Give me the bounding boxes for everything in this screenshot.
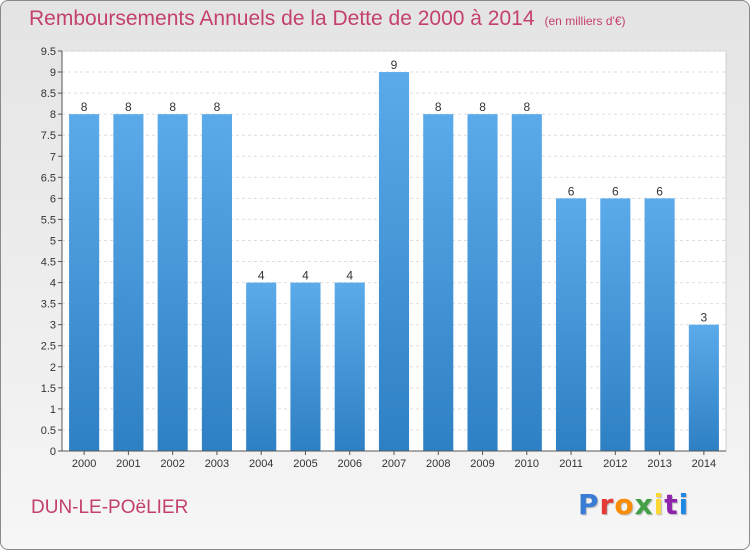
bar-2012 <box>600 198 631 451</box>
y-tick-label: 1.5 <box>41 383 56 395</box>
x-tick-label-2007: 2007 <box>382 458 406 470</box>
data-label-2002: 8 <box>169 100 176 114</box>
bar-2014 <box>688 324 719 451</box>
x-tick-label-2011: 2011 <box>559 458 583 470</box>
logo-letter: t <box>664 488 679 521</box>
data-label-2003: 8 <box>214 100 221 114</box>
x-tick-label-2002: 2002 <box>160 458 184 470</box>
bar-2005 <box>290 282 321 451</box>
x-tick-label-2004: 2004 <box>249 458 273 470</box>
bar-2002 <box>157 114 188 451</box>
chart-title: Remboursements Annuels de la Dette de 20… <box>29 7 626 31</box>
logo-letter: i <box>678 488 690 521</box>
data-label-2014: 3 <box>701 311 708 325</box>
data-label-2012: 6 <box>612 184 619 198</box>
x-tick-label-2005: 2005 <box>293 458 317 470</box>
bars: 8 8 8 8 4 4 4 9 8 8 8 6 6 6 3 <box>69 58 719 451</box>
data-label-2005: 4 <box>302 269 309 283</box>
data-label-2001: 8 <box>125 100 132 114</box>
logo-letter: i <box>653 488 665 521</box>
x-axis: 2000 2001 2002 2003 2004 2005 2006 2007 2008 2009… <box>72 451 716 470</box>
x-tick-label-2001: 2001 <box>116 458 140 470</box>
x-tick-label-2009: 2009 <box>470 458 494 470</box>
y-tick-label: 5.5 <box>41 214 56 226</box>
logo-letter: x <box>634 488 654 521</box>
y-tick-label: 9.5 <box>41 46 56 58</box>
y-tick-label: 6.5 <box>41 172 56 184</box>
logo-letter: P <box>578 488 600 521</box>
chart-title-text: Remboursements Annuels de la Dette de 20… <box>29 7 535 30</box>
bar-2001 <box>113 114 144 451</box>
bar-2009 <box>467 114 498 451</box>
bar-2010 <box>511 114 542 451</box>
commune-name: DUN-LE-POëLIER <box>31 497 189 518</box>
y-tick-label: 3.5 <box>41 299 56 311</box>
data-label-2004: 4 <box>258 269 265 283</box>
y-tick-label: 0.5 <box>41 425 56 437</box>
x-tick-label-2013: 2013 <box>647 458 671 470</box>
x-tick-label-2008: 2008 <box>426 458 450 470</box>
data-label-2009: 8 <box>479 100 486 114</box>
y-tick-label: 1 <box>50 404 56 416</box>
x-tick-label-2000: 2000 <box>72 458 96 470</box>
bar-2003 <box>201 114 232 451</box>
y-tick-label: 3 <box>50 320 56 332</box>
data-label-2011: 6 <box>568 184 575 198</box>
x-tick-label-2010: 2010 <box>515 458 539 470</box>
bar-2000 <box>69 114 100 451</box>
y-tick-label: 2 <box>50 362 56 374</box>
data-label-2010: 8 <box>523 100 530 114</box>
x-tick-label-2006: 2006 <box>337 458 361 470</box>
data-label-2006: 4 <box>346 269 353 283</box>
y-tick-label: 7.5 <box>41 130 56 142</box>
bar-2004 <box>246 282 277 451</box>
y-tick-label: 0 <box>50 446 56 458</box>
x-tick-label-2003: 2003 <box>205 458 229 470</box>
bar-2006 <box>334 282 365 451</box>
proxiti-logo: Proxiti <box>578 488 689 521</box>
bar-2011 <box>556 198 587 451</box>
y-tick-label: 2.5 <box>41 341 56 353</box>
logo-letter: r <box>599 488 615 521</box>
y-tick-label: 7 <box>50 151 56 163</box>
y-tick-label: 8.5 <box>41 88 56 100</box>
data-label-2013: 6 <box>656 184 663 198</box>
y-tick-label: 6 <box>50 193 56 205</box>
data-label-2008: 8 <box>435 100 442 114</box>
y-tick-label: 4 <box>50 278 56 290</box>
chart-unit-label: (en milliers d'€) <box>544 14 626 28</box>
bar-2008 <box>423 114 454 451</box>
bar-2007 <box>378 72 410 451</box>
x-tick-label-2014: 2014 <box>692 458 716 470</box>
data-label-2000: 8 <box>81 100 88 114</box>
logo-letter: o <box>614 488 635 521</box>
y-tick-label: 5 <box>50 235 56 247</box>
y-axis: 0 0.5 1 1.5 2 2.5 3 3.5 4 4.5 5 5.5 6 6.5 7 7.5 8 8.5 9 9.5 <box>41 46 62 458</box>
data-label-2007: 9 <box>391 58 398 72</box>
x-tick-label-2012: 2012 <box>603 458 627 470</box>
y-tick-label: 4.5 <box>41 257 56 269</box>
bar-2013 <box>644 198 675 451</box>
y-tick-label: 9 <box>50 67 56 79</box>
y-tick-label: 8 <box>50 109 56 121</box>
